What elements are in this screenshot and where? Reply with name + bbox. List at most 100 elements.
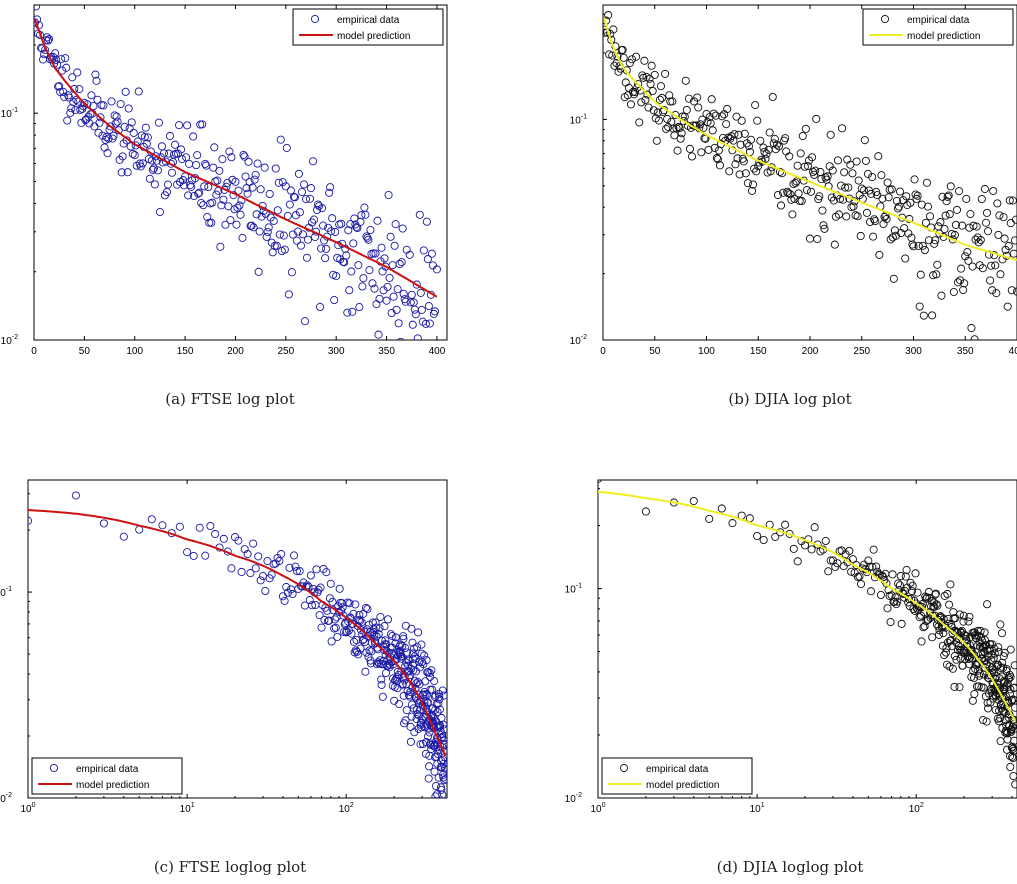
data-point [413,334,422,340]
data-point [996,270,1005,279]
data-point [705,514,714,523]
data-point [1007,286,1016,295]
data-point [708,126,717,135]
data-point [253,159,262,168]
data-point [260,163,269,172]
data-point [922,178,932,187]
data-point [104,134,113,143]
data-point [141,123,150,132]
data-point [216,242,225,251]
data-point [355,303,364,312]
data-point [149,164,158,173]
data-point [368,629,377,638]
data-point [946,182,955,191]
data-point [210,143,219,152]
data-point [950,230,959,240]
data-point [347,267,356,276]
data-point [435,705,444,714]
data-point [958,221,967,230]
data-point [887,185,896,194]
data-point [644,103,653,112]
data-point [247,221,256,230]
data-point [234,536,243,545]
data-point [825,162,834,171]
data-point [736,140,745,149]
data-point [313,205,322,215]
data-point [968,649,977,658]
data-point [953,633,962,642]
data-point [893,597,902,606]
data-point [212,190,221,199]
data-point [995,211,1004,220]
data-point [969,221,978,230]
data-point [358,282,367,291]
data-point [365,266,374,275]
data-point [424,302,433,311]
data-point [980,184,989,194]
data-point [195,523,204,532]
data-point [357,211,366,220]
data-point [175,121,184,130]
data-point [419,246,428,255]
data-point [194,189,203,198]
data-point [613,52,622,61]
data-point [225,147,234,156]
data-point [934,630,944,639]
data-point [345,286,354,295]
data-point [422,656,431,665]
data-point [920,622,929,631]
data-point [338,603,347,612]
data-point [383,282,392,291]
data-point [866,587,876,596]
data-point [995,706,1004,715]
data-point [421,319,430,328]
data-point [374,629,383,639]
data-point [178,154,187,164]
data-point [244,157,253,166]
data-point [356,644,365,653]
data-point [183,548,192,557]
data-point [275,230,284,239]
data-point [280,596,289,605]
data-point [434,723,443,732]
data-point [693,93,702,102]
data-point [687,152,697,161]
data-point [335,584,344,593]
data-point [762,149,771,158]
data-point [915,302,924,311]
data-point [972,661,981,670]
data-point [828,166,837,175]
data-point [713,155,722,164]
data-point [109,131,118,140]
data-point [407,290,416,299]
data-point [374,330,383,339]
data-point [1011,780,1017,789]
data-point [797,196,806,206]
x-tick-label: 50 [649,346,661,357]
data-point [219,195,228,204]
data-point [213,176,222,185]
data-point [383,615,393,624]
data-point [648,86,657,96]
data-point [406,722,415,731]
data-point [240,152,249,161]
x-tick-label: 50 [79,346,91,357]
data-point [66,108,75,117]
data-point [838,124,847,133]
data-point [895,581,904,590]
data-point [62,63,71,72]
legend-box [292,8,444,46]
data-point [1011,724,1017,733]
data-point [902,565,911,574]
data-point [373,216,382,225]
data-point [358,636,367,645]
data-point [826,130,835,139]
data-point [437,799,444,806]
data-point [793,557,802,566]
data-point [273,206,282,215]
data-point [166,159,176,168]
data-point [869,545,878,554]
data-point [970,689,979,699]
data-point [390,241,399,250]
data-point [415,210,424,219]
